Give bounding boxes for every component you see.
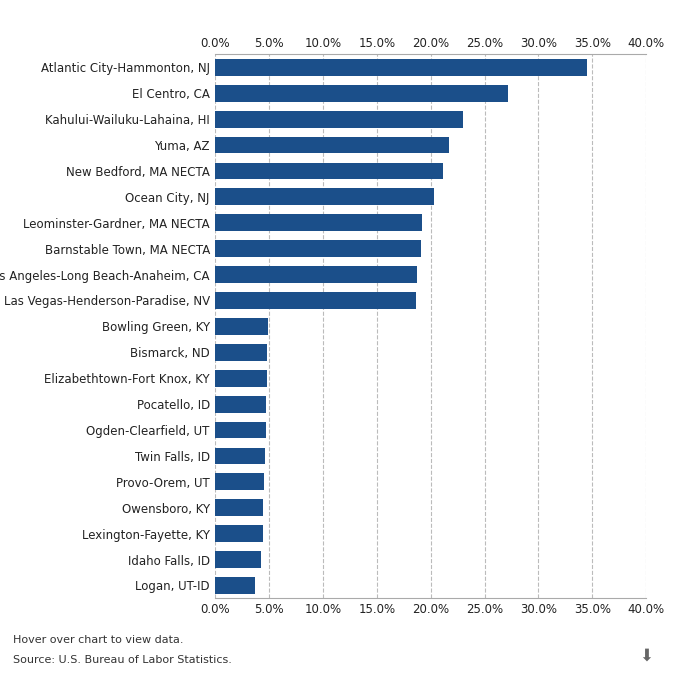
Text: Source: U.S. Bureau of Labor Statistics.: Source: U.S. Bureau of Labor Statistics. [13,655,232,665]
Bar [215,214,422,231]
Bar [215,85,508,102]
Bar [215,499,262,516]
Bar [215,163,443,180]
Bar [215,577,255,594]
Bar [215,551,260,568]
Bar [215,240,421,257]
Bar [215,292,416,309]
Bar [215,318,268,335]
Bar [215,525,262,542]
Bar [215,188,434,205]
Bar [215,396,266,413]
Bar [215,137,449,154]
Bar [215,422,266,439]
Bar [215,447,265,464]
Bar [215,266,417,283]
Bar [215,111,463,128]
Text: Hover over chart to view data.: Hover over chart to view data. [13,634,184,645]
Bar [215,473,264,490]
Text: ⬇: ⬇ [639,647,653,665]
Bar [215,344,267,360]
Bar [215,59,587,75]
Bar [215,370,267,387]
